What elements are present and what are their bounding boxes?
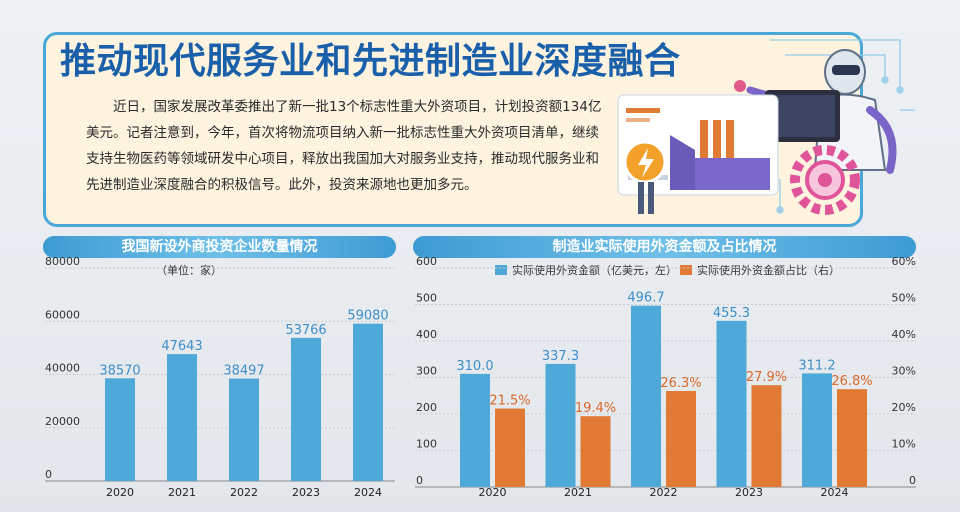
chart2-bar-share: [666, 391, 696, 487]
chart1-bar: [105, 378, 135, 481]
chart1-unit-label: （单位：家）: [156, 263, 222, 277]
illustration: [617, 39, 915, 215]
chart2-bar-share: [580, 416, 611, 487]
chart1-x-tick: 2022: [230, 486, 258, 499]
chart2-value-label-share: 26.8%: [831, 374, 872, 389]
chart2-value-label-share: 26.3%: [660, 376, 701, 391]
chart1-bar: [229, 378, 259, 481]
chart2-y-tick-left: 200: [416, 401, 437, 414]
legend-swatch-share: [680, 265, 692, 275]
chart1-x-tick: 2024: [354, 486, 382, 499]
chart2-bar-amount: [545, 363, 576, 487]
chart2-value-label-share: 21.5%: [489, 394, 530, 409]
chart2-bar-amount: [460, 373, 490, 487]
chart1-value-label: 59080: [347, 309, 388, 324]
chart2-y-tick-right: 60%: [892, 255, 916, 268]
chart1-y-tick: 20000: [45, 415, 80, 428]
legend-label-amount: 实际使用外资金额（亿美元，左）: [512, 263, 677, 277]
legend-swatch-amount: [495, 265, 507, 275]
chart2-y-tick-left: 500: [416, 292, 437, 305]
chart1-title: 我国新设外商投资企业数量情况: [43, 236, 396, 258]
chart2-x-tick: 2023: [735, 486, 763, 499]
chart1-bar: [353, 323, 383, 481]
laptop-icon: [765, 90, 840, 142]
page-title: 推动现代服务业和先进制造业深度融合: [60, 41, 681, 82]
chart1-y-tick: 40000: [45, 362, 80, 375]
chart2-value-label-amount: 496.7: [627, 291, 664, 306]
chart1-bar: [291, 337, 321, 481]
chart2-value-label-share: 27.9%: [746, 370, 787, 385]
chart1-bar: [167, 354, 197, 481]
chart2-y-tick-right: 0: [909, 474, 916, 487]
chart1-x-tick: 2021: [168, 486, 196, 499]
chart2-bar-share: [837, 389, 867, 487]
chart1-y-tick: 80000: [45, 255, 80, 268]
intro-paragraph: 近日，国家发展改革委推出了新一批13个标志性重大外资项目，计划投资额134亿美元…: [86, 99, 602, 193]
chart2-title: 制造业实际使用外资金额及占比情况: [413, 236, 916, 258]
chart2-y-tick-right: 30%: [892, 365, 916, 378]
chart1-y-tick: 0: [45, 468, 52, 481]
chart2-value-label-amount: 311.2: [798, 358, 835, 373]
chart2-bar-share: [751, 385, 782, 487]
chart2-bar-share: [495, 408, 525, 487]
chart2-value-label-amount: 455.3: [713, 306, 750, 321]
chart2-y-tick-right: 50%: [892, 292, 916, 305]
chart1-value-label: 53766: [285, 323, 326, 338]
chart2-bar-amount: [716, 320, 747, 487]
chart2-x-tick: 2021: [564, 486, 592, 499]
chart2-y-tick-left: 300: [416, 365, 437, 378]
chart2-value-label-share: 19.4%: [575, 401, 616, 416]
chart2-y-tick-left: 0: [416, 474, 423, 487]
chart2-x-tick: 2020: [479, 486, 507, 499]
chart2-bar-amount: [802, 373, 832, 487]
chart2-y-tick-left: 600: [416, 255, 437, 268]
chart2-x-tick: 2022: [650, 486, 678, 499]
chart1-value-label: 38570: [99, 363, 140, 378]
chart1-y-tick: 60000: [45, 308, 80, 321]
chart2-value-label-amount: 310.0: [456, 359, 493, 374]
chart2-value-label-amount: 337.3: [542, 349, 579, 364]
chart2-x-tick: 2024: [821, 486, 849, 499]
chart2-bar-amount: [631, 305, 661, 487]
chart2-y-tick-right: 10%: [892, 438, 916, 451]
chart2-y-tick-left: 100: [416, 438, 437, 451]
chart1-value-label: 38497: [223, 364, 264, 379]
legend-label-share: 实际使用外资金额占比（右）: [697, 263, 840, 277]
chart2-y-tick-left: 400: [416, 328, 437, 341]
chart2-y-tick-right: 40%: [892, 328, 916, 341]
chart1-x-tick: 2023: [292, 486, 320, 499]
lightning-coin-icon: [623, 140, 667, 214]
gear-icon: [790, 145, 860, 215]
chart1-x-tick: 2020: [106, 486, 134, 499]
chart1-value-label: 47643: [161, 339, 202, 354]
chart2-y-tick-right: 20%: [892, 401, 916, 414]
